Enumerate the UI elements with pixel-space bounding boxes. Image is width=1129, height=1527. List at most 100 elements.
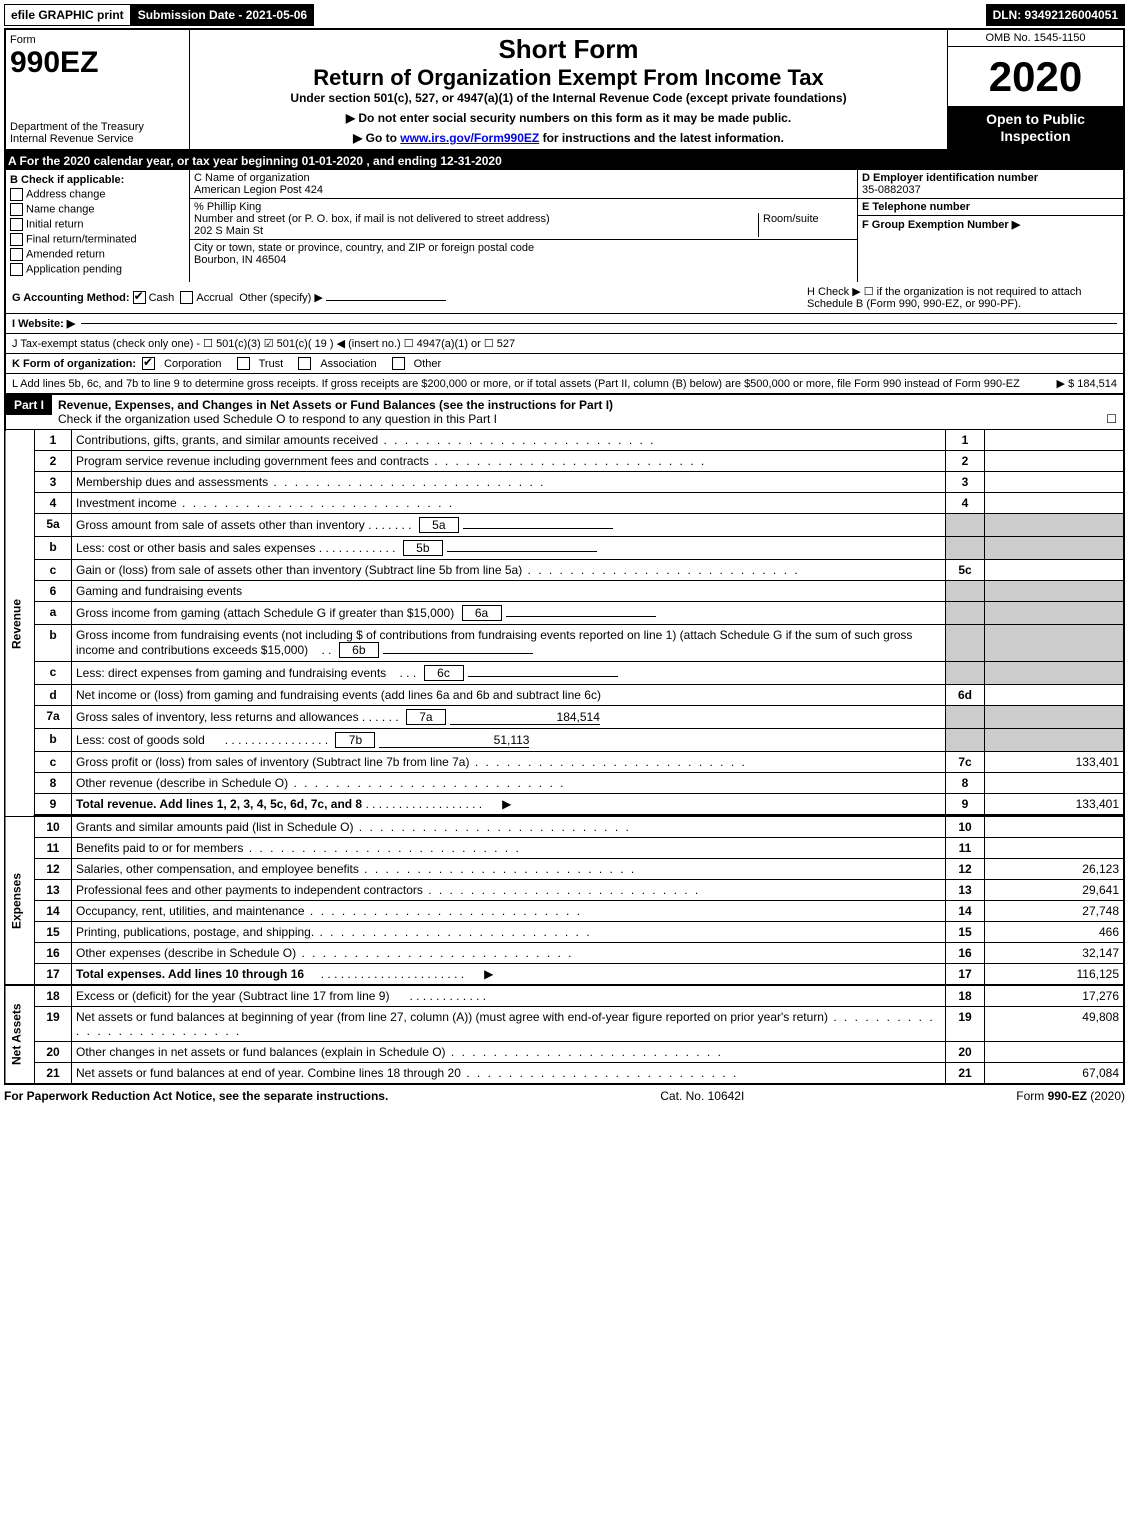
cash-checkbox[interactable]	[133, 291, 146, 304]
line-7c: cGross profit or (loss) from sales of in…	[5, 752, 1124, 773]
dln-number: DLN: 93492126004051	[986, 4, 1125, 26]
line-7b-value: 51,113	[379, 733, 529, 748]
header-right: OMB No. 1545-1150 2020 Open to Public In…	[947, 30, 1123, 149]
part1-title-bold: Revenue, Expenses, and Changes in Net As…	[58, 398, 613, 412]
h-schedule-b: H Check ▶ ☐ if the organization is not r…	[807, 285, 1117, 310]
street-cell: % Phillip King Number and street (or P. …	[190, 199, 857, 240]
amt-19: 49,808	[985, 1007, 1125, 1042]
l-amount: ▶ $ 184,514	[1057, 377, 1117, 390]
city-label: City or town, state or province, country…	[194, 242, 853, 254]
line-6: 6Gaming and fundraising events	[5, 581, 1124, 602]
part1-header: Part I Revenue, Expenses, and Changes in…	[4, 395, 1125, 430]
accrual-label: Accrual	[196, 292, 233, 304]
open-to-public: Open to Public Inspection	[948, 107, 1123, 149]
efile-graphic-print: efile GRAPHIC print	[4, 4, 131, 26]
trust-checkbox[interactable]	[237, 357, 250, 370]
ein-label: D Employer identification number	[862, 172, 1038, 184]
footer-left: For Paperwork Reduction Act Notice, see …	[4, 1089, 388, 1103]
g-h-row: G Accounting Method: Cash Accrual Other …	[4, 282, 1125, 314]
line-7b: bLess: cost of goods sold . . . . . . . …	[5, 729, 1124, 752]
line-18: Net Assets 18Excess or (deficit) for the…	[5, 985, 1124, 1007]
tax-year-bar: A For the 2020 calendar year, or tax yea…	[4, 152, 1125, 170]
part1-check-val: ☐	[1106, 412, 1117, 426]
form-header: Form 990EZ Department of the Treasury In…	[4, 28, 1125, 152]
care-of: % Phillip King	[194, 201, 853, 213]
line-16: 16Other expenses (describe in Schedule O…	[5, 943, 1124, 964]
submission-date: Submission Date - 2021-05-06	[131, 4, 314, 26]
line-6d: dNet income or (loss) from gaming and fu…	[5, 685, 1124, 706]
line-20: 20Other changes in net assets or fund ba…	[5, 1042, 1124, 1063]
opt-amended-return[interactable]: Amended return	[10, 248, 185, 261]
line-12: 12Salaries, other compensation, and empl…	[5, 859, 1124, 880]
line-7a-value: 184,514	[450, 710, 600, 725]
group-exemption-cell: F Group Exemption Number ▶	[858, 216, 1123, 233]
g-label: G Accounting Method:	[12, 292, 130, 304]
line-13: 13Professional fees and other payments t…	[5, 880, 1124, 901]
ssn-warning: ▶ Do not enter social security numbers o…	[198, 111, 939, 125]
opt-initial-return[interactable]: Initial return	[10, 218, 185, 231]
line-17: 17Total expenses. Add lines 10 through 1…	[5, 964, 1124, 986]
org-name: American Legion Post 424	[194, 184, 853, 196]
assoc-checkbox[interactable]	[298, 357, 311, 370]
goto-post: for instructions and the latest informat…	[539, 131, 784, 145]
line-2: 2Program service revenue including gover…	[5, 451, 1124, 472]
l-text: L Add lines 5b, 6c, and 7b to line 9 to …	[12, 378, 1051, 390]
part1-check-text: Check if the organization used Schedule …	[58, 412, 497, 426]
header-left: Form 990EZ Department of the Treasury In…	[6, 30, 190, 149]
org-name-cell: C Name of organization American Legion P…	[190, 170, 857, 199]
k-label: K Form of organization:	[12, 358, 136, 370]
netassets-side-label: Net Assets	[5, 985, 35, 1084]
g-accounting-method: G Accounting Method: Cash Accrual Other …	[12, 291, 446, 305]
accrual-checkbox[interactable]	[180, 291, 193, 304]
line-5c: cGain or (loss) from sale of assets othe…	[5, 560, 1124, 581]
corp-label: Corporation	[164, 358, 221, 370]
line-6b: bGross income from fundraising events (n…	[5, 625, 1124, 662]
line-3: 3Membership dues and assessments3	[5, 472, 1124, 493]
city-cell: City or town, state or province, country…	[190, 240, 857, 268]
opt-name-change[interactable]: Name change	[10, 203, 185, 216]
phone-cell: E Telephone number	[858, 199, 1123, 216]
line-5b: bLess: cost or other basis and sales exp…	[5, 537, 1124, 560]
irs-link[interactable]: www.irs.gov/Form990EZ	[400, 131, 539, 145]
return-title: Return of Organization Exempt From Incom…	[198, 65, 939, 91]
dept-treasury: Department of the Treasury	[10, 121, 185, 133]
goto-line: ▶ Go to www.irs.gov/Form990EZ for instru…	[198, 131, 939, 145]
info-grid: B Check if applicable: Address change Na…	[4, 170, 1125, 282]
line-19: 19Net assets or fund balances at beginni…	[5, 1007, 1124, 1042]
amt-18: 17,276	[985, 985, 1125, 1007]
city-state-zip: Bourbon, IN 46504	[194, 254, 853, 266]
other-org-checkbox[interactable]	[392, 357, 405, 370]
street-label: Number and street (or P. O. box, if mail…	[194, 213, 758, 225]
line-1: Revenue 1Contributions, gifts, grants, a…	[5, 430, 1124, 451]
website-input[interactable]	[81, 323, 1117, 324]
top-bar: efile GRAPHIC print Submission Date - 20…	[4, 4, 1125, 26]
opt-application-pending[interactable]: Application pending	[10, 263, 185, 276]
corp-checkbox[interactable]	[142, 357, 155, 370]
form-label: Form	[10, 34, 185, 46]
tax-year: 2020	[948, 47, 1123, 107]
footer-right: Form 990-EZ (2020)	[1016, 1089, 1125, 1103]
j-text: J Tax-exempt status (check only one) - ☐…	[12, 337, 515, 350]
org-name-label: C Name of organization	[194, 172, 853, 184]
j-tax-exempt-row: J Tax-exempt status (check only one) - ☐…	[4, 334, 1125, 354]
line-5a: 5aGross amount from sale of assets other…	[5, 514, 1124, 537]
footer: For Paperwork Reduction Act Notice, see …	[4, 1085, 1125, 1107]
phone-label: E Telephone number	[862, 201, 970, 213]
amt-9: 133,401	[985, 794, 1125, 815]
line-4: 4Investment income4	[5, 493, 1124, 514]
header-center: Short Form Return of Organization Exempt…	[190, 30, 947, 149]
amt-15: 466	[985, 922, 1125, 943]
goto-pre: ▶ Go to	[353, 131, 400, 145]
form-number: 990EZ	[10, 46, 185, 80]
i-website-row: I Website: ▶	[4, 314, 1125, 334]
revenue-side-label: Revenue	[5, 430, 35, 816]
opt-final-return[interactable]: Final return/terminated	[10, 233, 185, 246]
amt-7c: 133,401	[985, 752, 1125, 773]
street-address: 202 S Main St	[194, 225, 758, 237]
section-c: C Name of organization American Legion P…	[190, 170, 858, 282]
assoc-label: Association	[320, 358, 376, 370]
other-specify-input[interactable]	[326, 300, 446, 301]
opt-address-change[interactable]: Address change	[10, 188, 185, 201]
l-gross-receipts-row: L Add lines 5b, 6c, and 7b to line 9 to …	[4, 374, 1125, 395]
line-6a: aGross income from gaming (attach Schedu…	[5, 602, 1124, 625]
